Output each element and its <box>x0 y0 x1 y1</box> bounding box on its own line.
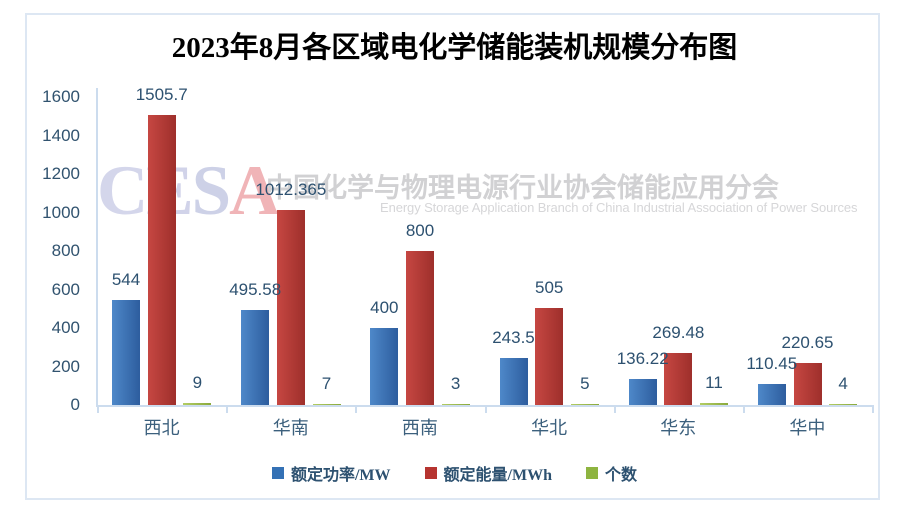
bar-2-5 <box>829 404 858 405</box>
y-axis-tick-label: 1000 <box>42 202 80 222</box>
bar-1-4 <box>664 353 693 405</box>
data-label-2-1: 7 <box>321 373 332 393</box>
bar-2-2 <box>441 404 470 405</box>
bar-0-0 <box>112 300 140 405</box>
x-axis-tick <box>97 405 99 413</box>
y-axis-tick-label: 0 <box>70 395 80 414</box>
bar-1-5 <box>793 362 822 405</box>
bar-0-2 <box>370 328 399 405</box>
data-label-2-5: 4 <box>838 374 848 393</box>
bar-2-0 <box>183 403 212 405</box>
bar-1-3 <box>535 307 564 405</box>
legend-label: 个数 <box>605 467 638 484</box>
legend-item-2: 个数 <box>586 461 637 485</box>
data-label-1-0: 1505.7 <box>135 85 188 105</box>
data-label-0-1: 495.58 <box>229 279 282 299</box>
legend-item-1: 额定能量/MWh <box>424 461 552 485</box>
legend-item-0: 额定功率/MW <box>271 461 391 485</box>
data-label-0-5: 110.45 <box>746 353 798 373</box>
legend-swatch-icon <box>424 467 437 479</box>
x-axis-tick <box>355 405 358 413</box>
data-label-0-4: 136.22 <box>616 348 669 368</box>
y-axis-tick-label: 1400 <box>42 125 80 145</box>
x-axis-tick <box>872 405 874 413</box>
x-axis-tick <box>226 405 229 413</box>
category-label-3: 华北 <box>531 418 568 438</box>
logo-letter: A <box>229 152 280 230</box>
bar-2-3 <box>570 404 599 405</box>
bar-0-4 <box>628 378 657 405</box>
data-label-0-3: 243.5 <box>492 328 535 348</box>
data-label-2-4: 11 <box>705 372 723 392</box>
bar-1-2 <box>406 251 434 405</box>
legend-swatch-icon <box>271 467 284 479</box>
data-label-2-2: 3 <box>450 374 461 393</box>
bar-0-5 <box>757 383 786 405</box>
legend-label: 额定功率/MW <box>290 467 391 484</box>
watermark-association-name-en: Energy Storage Application Branch of Chi… <box>380 200 858 215</box>
chart-title: 2023年8月各区域电化学储能装机规模分布图 <box>171 32 738 64</box>
y-axis-tick-label: 400 <box>51 318 80 337</box>
logo-letter: C <box>97 152 148 230</box>
x-axis-tick <box>613 405 616 413</box>
category-label-2: 西南 <box>401 418 438 438</box>
data-label-1-5: 220.65 <box>781 332 834 352</box>
legend: 额定功率/MW 额定能量/MWh 个数 <box>25 461 884 485</box>
bar-0-3 <box>499 358 528 405</box>
logo-letter: S <box>191 152 231 230</box>
category-label-4: 华东 <box>660 418 697 438</box>
y-axis-tick-label: 800 <box>51 241 80 260</box>
y-axis-tick-label: 1200 <box>42 164 80 183</box>
category-label-0: 西北 <box>143 418 180 438</box>
bar-2-1 <box>312 403 341 405</box>
data-label-2-0: 9 <box>192 373 203 393</box>
watermark-association-name-cn: 中国化学与物理电源行业协会储能应用分会 <box>266 173 779 203</box>
x-axis-tick <box>484 405 487 413</box>
data-label-0-0: 544 <box>111 270 141 290</box>
bar-2-4 <box>700 402 728 405</box>
data-label-1-1: 1012.365 <box>255 180 327 200</box>
data-label-1-3: 505 <box>535 277 564 297</box>
y-axis-tick-label: 200 <box>51 356 80 376</box>
data-label-1-2: 800 <box>405 221 435 240</box>
legend-label: 额定能量/MWh <box>443 467 552 484</box>
bar-0-1 <box>241 309 270 405</box>
cesa-logo-watermark: CESA <box>97 156 280 227</box>
bar-1-1 <box>276 210 305 405</box>
legend-swatch-icon <box>586 467 598 479</box>
y-axis-tick-label: 600 <box>51 279 80 299</box>
y-axis-tick-label: 1600 <box>42 87 80 106</box>
category-label-1: 华南 <box>272 418 309 438</box>
x-axis-tick <box>742 405 745 413</box>
category-label-5: 华中 <box>789 418 826 438</box>
bar-1-0 <box>147 115 176 405</box>
data-label-2-3: 5 <box>580 374 590 393</box>
data-label-0-2: 400 <box>370 298 399 317</box>
y-axis-line <box>96 88 98 407</box>
data-label-1-4: 269.48 <box>652 323 705 343</box>
